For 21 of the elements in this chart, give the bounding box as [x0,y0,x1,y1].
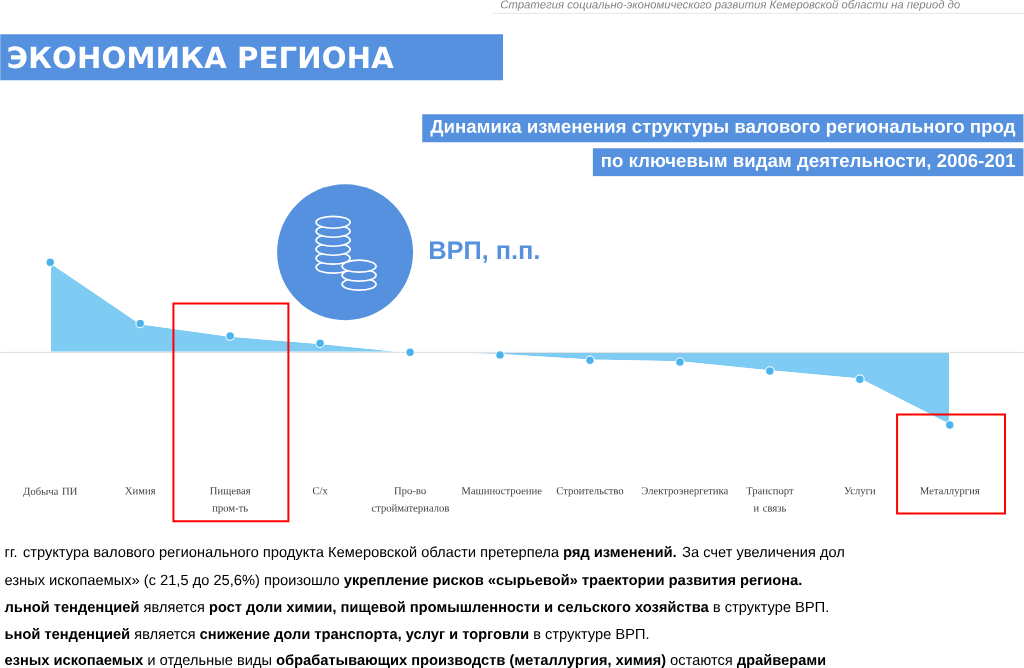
text: гг. структура валового регионального продукта Кемеровской области претерпела ряд изменений. За счет увеличения дол [5,546,844,561]
x-tick-label: Пищевая пром-ть [210,487,251,514]
x-tick-label: Добыча ПИ [23,487,78,498]
text: ЭКОНОМИКА РЕГИОНА [8,46,394,69]
text: езных ископаемых» (с 21,5 до 25,6%) произошло укрепление рисков «сырьевой» траектории развития региона. [5,574,802,589]
x-tick-label: Строительство [556,487,624,497]
x-tick-label: С/х [312,487,328,495]
x-tick-label: Металлургия [920,487,980,497]
chart-title: Динамика изменения структуры валового регионального прод [430,119,1016,137]
x-tick-label: Про-во стройматериалов [371,487,449,514]
x-tick-label: Услуги [844,487,876,497]
x-tick-label: Машиностроение [461,487,542,497]
annotation: ВРП, п.п. [430,241,539,263]
text: льной тенденцией является рост доли химии, пищевой промышленности и сельского хозяйства в структуре ВРП. [4,601,828,616]
text: ьной тенденцией является снижение доли транспорта, услуг и торговли в структуре ВРП. [5,628,649,643]
chart-subtitle: по ключевым видам деятельности, 2006-201 [601,153,1015,171]
x-tick-label: Транспорт и связь [746,487,794,512]
text: езных ископаемых и отдельные виды обрабатывающих производств (металлургия, химия) остаются драйверами [5,654,826,668]
x-tick-label: Электроэнергетика [641,487,729,497]
x-tick-label: Химия [125,487,156,495]
text: Стратегия социально-экономического развития Кемеровской области на период до [500,0,960,11]
